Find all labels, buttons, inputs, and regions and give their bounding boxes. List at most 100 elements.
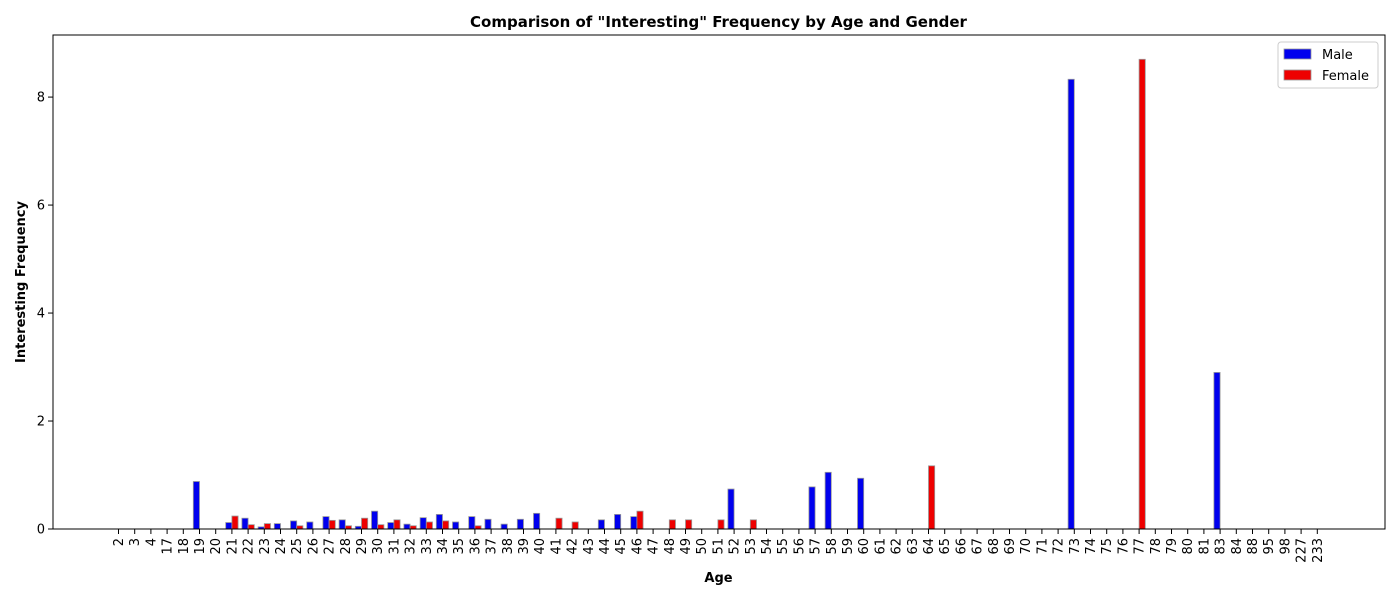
x-tick-label: 70	[1019, 538, 1034, 555]
y-tick-label: 0	[37, 523, 45, 538]
x-tick-label: 83	[1214, 538, 1229, 555]
bar-male-age-46	[630, 516, 638, 530]
bar-female-age-34	[442, 520, 450, 530]
bar-male-age-37	[484, 518, 492, 530]
x-tick-label: 73	[1068, 538, 1083, 555]
x-tick-label: 79	[1165, 538, 1180, 555]
bar-male-age-24	[273, 523, 281, 530]
bar-male-age-25	[290, 520, 298, 530]
bar-male-age-28	[338, 519, 346, 530]
x-tick-label: 80	[1181, 538, 1196, 555]
x-tick-label: 35	[452, 538, 467, 555]
x-tick-label: 75	[1100, 538, 1115, 555]
x-tick-label: 19	[193, 538, 208, 555]
bar-male-age-39	[516, 518, 524, 530]
x-tick-label: 88	[1246, 538, 1261, 555]
y-tick-label: 6	[37, 199, 45, 214]
x-tick-label: 22	[242, 538, 257, 555]
bar-female-age-23	[263, 523, 271, 530]
bar-male-age-30	[371, 510, 379, 530]
bar-male-age-52	[727, 488, 735, 530]
x-tick-label: 44	[598, 538, 613, 555]
bar-female-age-41	[555, 517, 563, 530]
x-tick-label: 25	[290, 538, 305, 555]
x-tick-label: 34	[436, 538, 451, 555]
bar-female-age-21	[231, 515, 239, 530]
bar-male-age-60	[857, 477, 865, 530]
bar-male-age-22	[241, 517, 249, 530]
bar-male-age-27	[322, 516, 330, 530]
x-tick-label: 21	[225, 538, 240, 555]
x-tick-label: 233	[1311, 538, 1326, 563]
x-tick-label: 50	[695, 538, 710, 555]
x-tick-label: 48	[663, 538, 678, 555]
y-axis: 0 2 4 6 8	[37, 91, 53, 538]
x-tick-label: 47	[647, 538, 662, 555]
x-tick-label: 28	[339, 538, 354, 555]
x-tick-label: 52	[728, 538, 743, 555]
x-tick-label: 71	[1035, 538, 1050, 555]
x-tick-label: 53	[744, 538, 759, 555]
x-tick-label: 63	[906, 538, 921, 555]
bar-female-age-51	[717, 519, 725, 530]
x-tick-label: 33	[420, 538, 435, 555]
x-tick-label: 29	[355, 538, 370, 555]
x-tick-label: 78	[1149, 538, 1164, 555]
x-tick-label: 36	[468, 538, 483, 555]
legend-label-male: Male	[1322, 48, 1353, 63]
bar-male-age-73	[1067, 78, 1075, 530]
y-tick-label: 8	[37, 91, 45, 106]
x-tick-label: 41	[549, 538, 564, 555]
bar-female-age-46	[636, 510, 644, 530]
x-tick-label: 51	[711, 538, 726, 555]
x-tick-label: 30	[371, 538, 386, 555]
x-tick-label: 72	[1052, 538, 1067, 555]
x-tick-label: 56	[792, 538, 807, 555]
x-tick-label: 49	[679, 538, 694, 555]
x-tick-label: 57	[809, 538, 824, 555]
bar-female-age-33	[425, 521, 433, 530]
x-axis-label: Age	[704, 571, 732, 586]
x-tick-label: 26	[306, 538, 321, 555]
bar-female-age-48	[668, 519, 676, 530]
bar-female-age-64	[928, 465, 936, 530]
x-tick-label: 2	[112, 538, 127, 546]
y-tick-label: 2	[37, 415, 45, 430]
legend-swatch-female	[1283, 69, 1312, 81]
x-tick-label: 74	[1084, 538, 1099, 555]
x-tick-label: 81	[1197, 538, 1212, 555]
x-axis: 2 3 4 17 18 19 20 21 22 23 24 25 26 27 28 29 30 31 32 33 34 3…	[112, 529, 1326, 563]
x-tick-label: 17	[161, 538, 176, 555]
bar-male-age-83	[1213, 372, 1221, 530]
x-tick-label: 227	[1295, 538, 1310, 563]
x-tick-label: 31	[387, 538, 402, 555]
x-tick-label: 84	[1230, 538, 1245, 555]
bar-male-age-58	[824, 471, 832, 530]
bars-group	[192, 58, 1221, 530]
x-tick-label: 39	[517, 538, 532, 555]
x-tick-label: 4	[144, 538, 159, 546]
x-tick-label: 66	[954, 538, 969, 555]
x-tick-label: 18	[177, 538, 192, 555]
x-tick-label: 23	[258, 538, 273, 555]
x-tick-label: 20	[209, 538, 224, 555]
x-tick-label: 68	[987, 538, 1002, 555]
bar-male-age-26	[306, 521, 314, 530]
x-tick-label: 58	[825, 538, 840, 555]
bar-male-age-34	[435, 514, 443, 530]
legend: Male Female	[1277, 41, 1379, 89]
bar-male-age-36	[468, 516, 476, 530]
legend-label-female: Female	[1322, 69, 1369, 84]
x-tick-label: 32	[404, 538, 419, 555]
x-tick-label: 76	[1116, 538, 1131, 555]
x-tick-label: 46	[630, 538, 645, 555]
x-tick-label: 27	[323, 538, 338, 555]
x-tick-label: 60	[857, 538, 872, 555]
x-tick-label: 38	[501, 538, 516, 555]
bar-male-age-45	[614, 514, 622, 530]
bar-female-age-30	[377, 524, 385, 530]
x-tick-label: 95	[1262, 538, 1277, 555]
x-tick-label: 62	[890, 538, 905, 555]
bar-male-age-32	[403, 523, 411, 530]
